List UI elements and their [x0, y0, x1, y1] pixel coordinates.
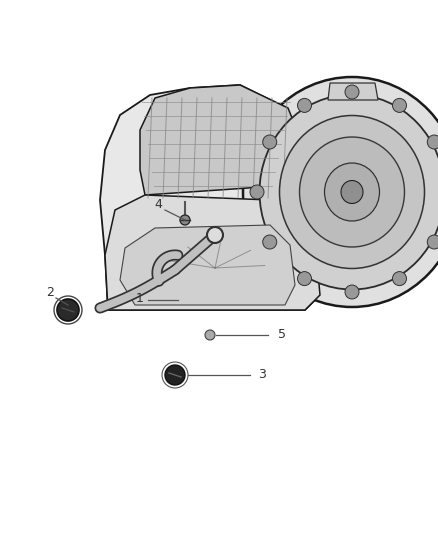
Polygon shape	[140, 85, 305, 195]
Circle shape	[263, 235, 277, 249]
Ellipse shape	[259, 94, 438, 289]
Text: 2: 2	[46, 287, 54, 300]
Polygon shape	[328, 83, 378, 100]
Ellipse shape	[57, 299, 79, 321]
Circle shape	[427, 135, 438, 149]
Text: 4: 4	[154, 198, 162, 212]
Circle shape	[345, 285, 359, 299]
Circle shape	[392, 99, 406, 112]
Ellipse shape	[341, 181, 363, 204]
Ellipse shape	[279, 116, 424, 269]
Circle shape	[392, 272, 406, 286]
Ellipse shape	[205, 330, 215, 340]
Circle shape	[297, 99, 311, 112]
Polygon shape	[105, 195, 320, 310]
Circle shape	[250, 185, 264, 199]
Ellipse shape	[207, 227, 223, 243]
Text: 1: 1	[136, 293, 144, 305]
Circle shape	[427, 235, 438, 249]
Ellipse shape	[180, 215, 190, 225]
Ellipse shape	[300, 137, 405, 247]
Ellipse shape	[243, 77, 438, 307]
Ellipse shape	[165, 365, 185, 385]
Circle shape	[263, 135, 277, 149]
Ellipse shape	[325, 163, 379, 221]
Polygon shape	[120, 225, 295, 305]
Polygon shape	[100, 85, 320, 310]
Text: 5: 5	[278, 327, 286, 341]
Circle shape	[345, 85, 359, 99]
Text: 3: 3	[258, 367, 266, 381]
Circle shape	[297, 272, 311, 286]
